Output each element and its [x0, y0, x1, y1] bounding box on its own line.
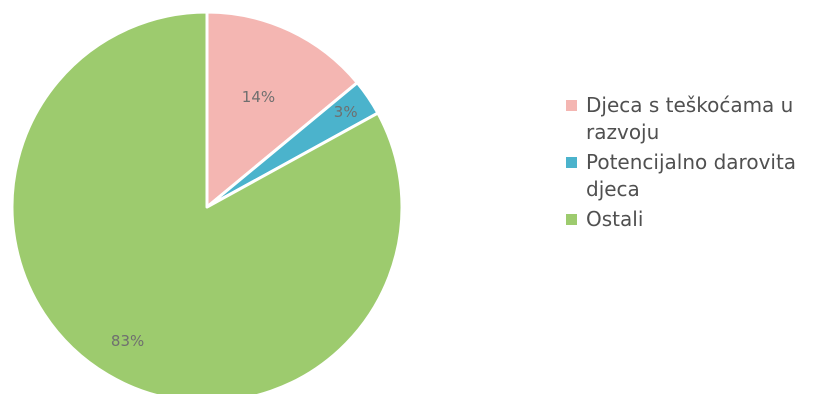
- legend-swatch-djeca-s-teskocama: [566, 100, 577, 111]
- legend-swatch-potencijalno-darovita: [566, 157, 577, 168]
- pie-slices: [10, 10, 404, 394]
- pie-slice-ostali: [10, 10, 404, 394]
- legend-item-ostali: Ostali: [566, 206, 828, 233]
- chart-legend: Djeca s teškoćama u razvoju Potencijalno…: [566, 92, 828, 236]
- data-label-potencijalno-darovita: 3%: [334, 103, 358, 121]
- pie-slice-djeca-s-teskocama: [205, 10, 359, 209]
- legend-item-djeca-s-teskocama: Djeca s teškoćama u razvoju: [566, 92, 828, 146]
- legend-label-ostali: Ostali: [586, 207, 644, 231]
- legend-label-potencijalno-darovita: Potencijalno darovita djeca: [586, 150, 797, 201]
- data-label-djeca-s-teskocama: 14%: [242, 88, 275, 106]
- legend-label-djeca-s-teskocama: Djeca s teškoćama u razvoju: [586, 93, 794, 144]
- data-label-ostali: 83%: [111, 332, 144, 350]
- pie-data-labels: 14% 3% 83%: [111, 88, 358, 350]
- legend-swatch-ostali: [566, 214, 577, 225]
- legend-item-potencijalno-darovita: Potencijalno darovita djeca: [566, 149, 828, 203]
